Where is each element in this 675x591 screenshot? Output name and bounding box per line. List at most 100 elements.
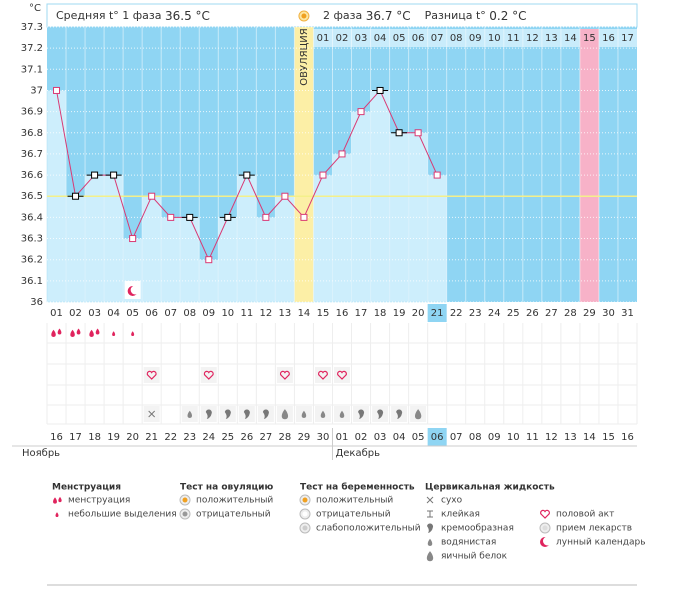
phase2-day-label: 02 [336,33,349,44]
phase2-cell [313,29,333,47]
temp-point [53,86,61,94]
heart-bg [276,367,293,383]
legend-item: положительный [316,496,393,506]
temp-point [148,192,156,200]
phase2-cell [579,29,599,47]
date-label: 22 [164,432,177,443]
date-label: 10 [507,432,520,443]
temp-point [319,171,327,179]
legend-title: Тест на овуляцию [180,483,273,493]
temp-bar [351,111,371,303]
temp-bar [332,153,352,303]
icon-drop [76,328,81,335]
test-inner [302,497,308,503]
icon-dry [426,496,434,504]
phase2-cell [541,29,561,47]
temp-bar [179,217,200,303]
icon-drop [70,329,75,337]
temp-point [376,86,384,94]
icon-heart [203,370,214,380]
date-label: 25 [221,432,234,443]
today-cell [427,304,447,322]
icon-heart [337,370,347,380]
icon-drop [58,496,62,503]
icon-creamy [427,523,434,533]
temp-point [167,213,175,221]
test-inner [302,511,308,517]
icon-test [299,494,311,506]
phase2-cell [427,29,447,47]
cycle-day-label: 12 [260,308,273,319]
header-phase1: Средняя t° 1 фаза 36.5 °C [56,9,210,23]
icon-creamy [262,409,269,419]
icon-test [179,494,191,506]
phase2-day-label: 04 [374,33,387,44]
cycle-day-label: 15 [317,308,330,319]
phase2-day-label: 07 [431,33,444,44]
phase2-day-label: 06 [412,33,425,44]
cycle-day-label: 04 [107,308,120,319]
heart-bg [314,367,331,383]
temp-bar [65,195,86,303]
icon-drop [427,538,433,546]
phase2-cell [598,29,618,47]
icon-drop [187,410,192,418]
y-tick-label: 37.1 [21,64,43,75]
phase2-cell [503,29,523,47]
date-label: 04 [393,432,406,443]
date-label: 24 [202,432,215,443]
date-label: 16 [621,432,634,443]
legend-item: прием лекарств [556,524,632,534]
y-tick-label: 36.9 [21,107,43,118]
date-label: 20 [126,432,139,443]
icon-drop [57,328,62,335]
icon-drop [131,331,135,336]
diff-label: Разница t° [425,9,486,22]
icon-heart [279,370,290,380]
cycle-day-label: 31 [621,308,634,319]
icon-creamy [396,409,403,419]
test-inner [542,525,548,531]
phase2-day-label: 03 [355,33,368,44]
heart-bg [334,367,350,383]
icon-dry [148,410,156,418]
phase1-label: Средняя t° 1 фаза [56,9,162,22]
legend-item: кремообразная [441,524,514,534]
icon-test [299,508,311,520]
test-inner [182,497,188,503]
phase2-day-label: 11 [507,33,520,44]
date-label: 09 [488,432,501,443]
phase2-cell [484,29,504,47]
moon-shadow [130,285,140,295]
y-tick-label: 37.2 [21,43,43,54]
cycle-day-label: 02 [69,308,82,319]
legend-title: Цервикальная жидкость [425,483,555,493]
temp-bar [408,132,428,303]
temp-point [395,129,403,137]
sun-inner [301,13,307,19]
date-label: 19 [107,432,120,443]
icon-drop [53,497,57,504]
cycle-day-label: 30 [602,308,615,319]
temp-bar [275,195,295,303]
y-tick-label: 36.8 [21,128,43,139]
header-phase2: 2 фаза 36.7 °C Разница t° 0.2 °C [323,9,527,23]
icon-heart [540,509,550,519]
cycle-day-label: 23 [469,308,482,319]
icon-drop [414,409,422,420]
temp-point [129,235,137,243]
legend-title: Тест на беременность [300,482,415,493]
date-label: 14 [583,432,596,443]
legend-item: сухо [441,496,463,506]
cycle-day-label: 26 [526,308,539,319]
icon-heart [146,370,157,380]
temp-point [186,213,194,221]
cycle-day-label: 17 [355,308,368,319]
temp-point [110,171,118,179]
temp-point [262,213,270,221]
phase2-day-label: 10 [488,33,501,44]
phase2-cell [465,29,485,47]
test-inner [182,511,188,517]
y-unit: °C [29,3,41,14]
